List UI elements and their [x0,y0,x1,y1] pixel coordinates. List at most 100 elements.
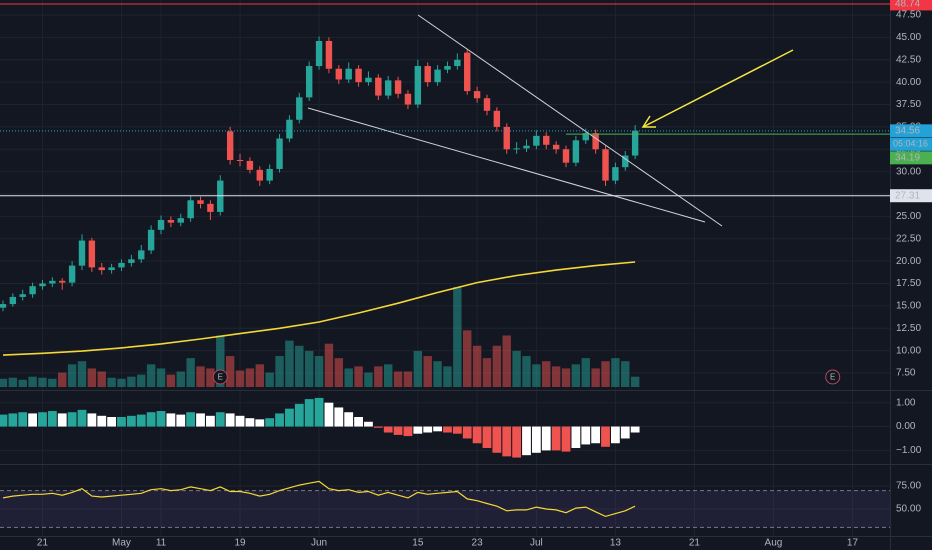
macd-bar [38,412,47,427]
volume-bar [433,361,442,387]
y-tick-label: 15.00 [896,301,921,312]
volume-bar [551,366,561,387]
macd-bar [581,426,591,445]
volume-bar [413,350,423,387]
candle-body [118,262,125,268]
candle-body [197,200,204,204]
price-tag [890,0,932,11]
volume-bar [512,350,521,387]
candle-body [147,229,155,251]
volume-bar [107,377,116,387]
macd-bar [67,412,77,427]
volume-bar [225,356,235,387]
macd-bar [146,412,156,427]
candle-body [325,40,333,69]
macd-bar [97,415,107,427]
macd-bar [413,426,423,434]
volume-bar [77,361,87,387]
candle-body [503,126,510,150]
candle-body [305,66,313,98]
candle-body [552,144,560,150]
macd-bar [117,417,126,427]
candle-body [98,267,105,271]
volume-bar [571,364,581,387]
candle-body [29,286,36,295]
macd-bar [334,407,344,427]
volume-bar [384,364,393,387]
macd-bar [531,426,541,453]
macd-bar [522,426,531,456]
macd-bar [364,421,373,427]
macd-bar [601,426,610,447]
volume-bar [255,364,264,387]
macd-bar [354,417,363,427]
y-tick-label: 12.50 [896,323,921,334]
volume-bar [314,356,324,387]
volume-bar [156,368,166,387]
macd-bar [620,426,630,439]
macd-bar [571,426,581,449]
macd-bar [186,412,196,427]
trend-line [307,107,706,223]
candle-body [612,167,619,181]
x-tick-label: 11 [156,538,167,549]
candle-body [473,91,481,99]
candle-body [59,280,66,283]
volume-bar [334,358,344,387]
candle-body [513,148,520,150]
macd-bar [8,413,18,427]
candle-body [394,80,402,94]
countdown-label: 05:04:16 [893,139,928,149]
macd-bar [205,415,215,427]
volume-bar [354,366,363,387]
volume-bar [176,371,185,387]
volume-bar [295,345,304,387]
macd-bar [0,414,8,427]
macd-bar [591,426,601,444]
countdown-tag [890,137,932,151]
candle-body [444,66,451,70]
macd-bar [492,426,502,453]
x-tick-label: 17 [847,538,859,549]
candle-body [454,59,461,67]
volume-bar [581,358,590,387]
macd-bar [47,411,57,427]
macd-bar [304,399,314,427]
macd-bar [630,426,640,433]
candle-body [49,280,56,284]
volume-bar [206,368,215,387]
candle-body [157,219,165,230]
candle-body [217,180,224,212]
macd-bar [196,413,205,427]
candle-body [533,135,540,146]
volume-bar [186,358,195,387]
candle-body [88,240,96,268]
arrow-head [641,115,656,128]
macd-bar [28,413,37,427]
earnings-label: E [830,373,835,382]
macd-bar [107,417,117,427]
candle-body [138,250,145,260]
volume-bar [463,330,472,387]
candle-body [68,265,76,283]
macd-bar [77,409,87,427]
x-tick-label: May [112,538,131,549]
y-tick-label: 25.00 [896,211,921,222]
macd-bar [502,426,512,457]
volume-bar [393,371,403,387]
volume-bar [492,345,502,387]
price-tag-label: 48.74 [895,0,920,10]
price-tag-label: 27.31 [895,190,920,201]
macd-bar [423,426,433,433]
candle-body [483,98,491,111]
volume-bar [285,340,294,387]
candle-body [286,119,293,139]
candle-body [167,219,175,223]
macd-bar [433,426,442,432]
candle-body [19,294,26,297]
volume-bar [611,358,620,387]
candle-body [207,203,214,212]
candle-body [296,97,303,120]
x-tick-label: 13 [610,538,622,549]
